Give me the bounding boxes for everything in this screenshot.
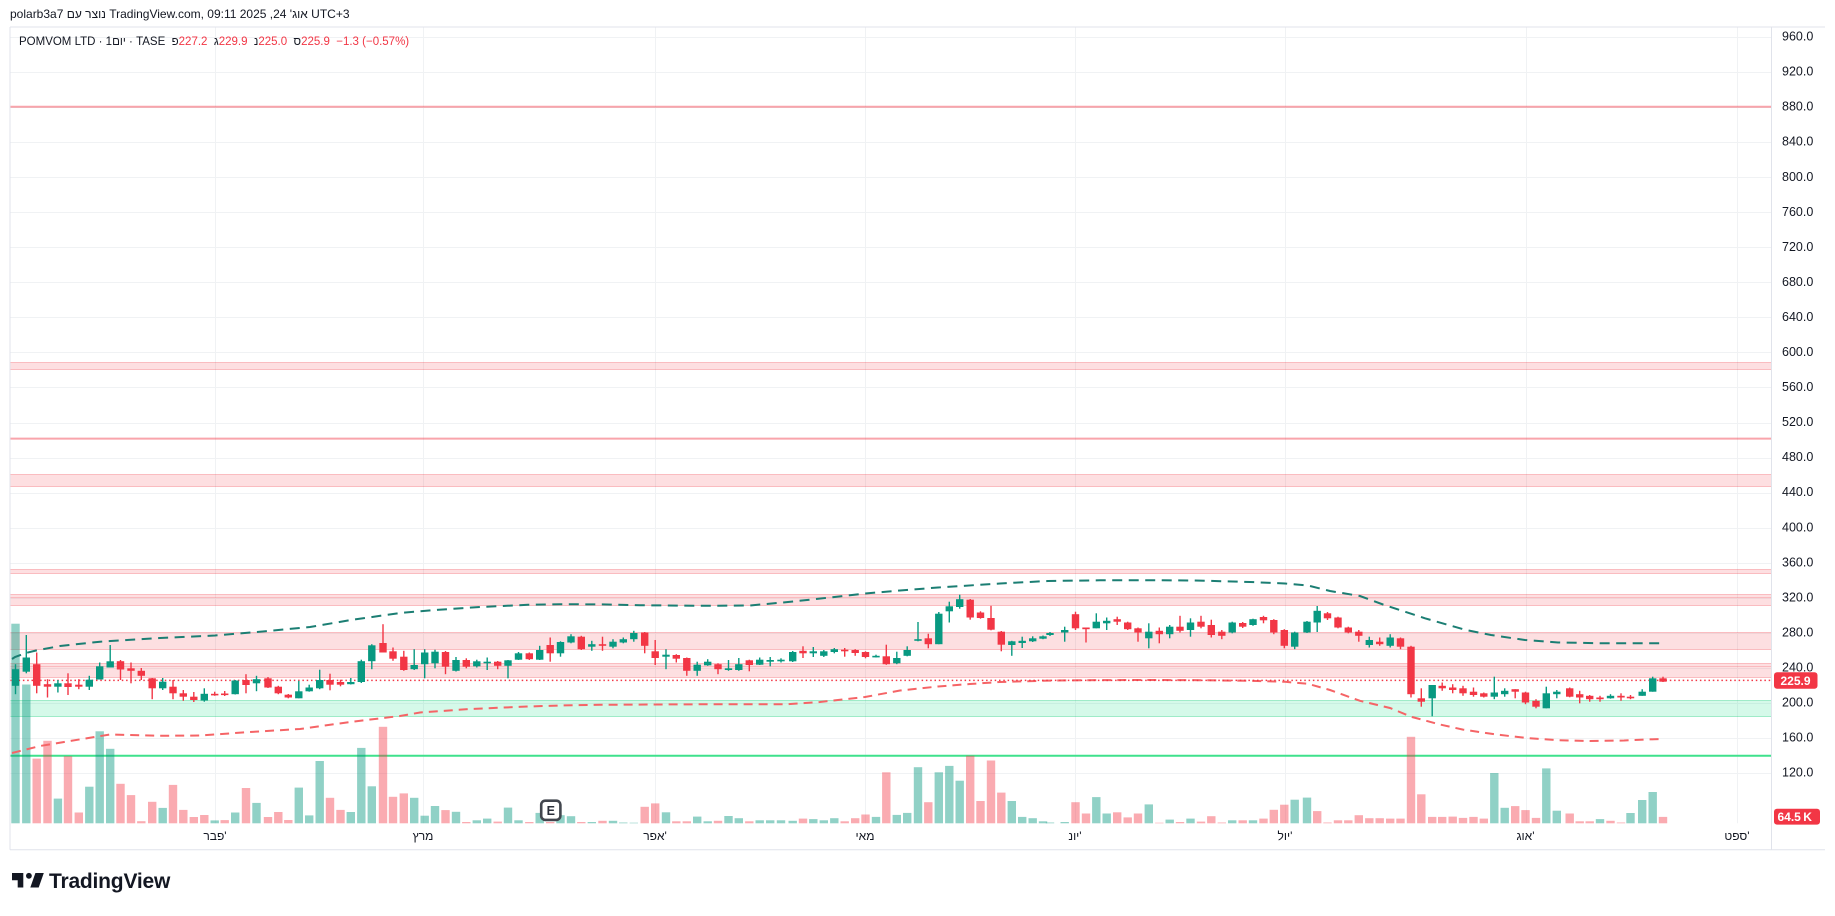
svg-text:560.0: 560.0 bbox=[1782, 380, 1813, 394]
svg-text:360.0: 360.0 bbox=[1782, 555, 1813, 569]
svg-text:960.0: 960.0 bbox=[1782, 30, 1813, 44]
svg-text:225.9: 225.9 bbox=[1781, 674, 1811, 688]
svg-text:160.0: 160.0 bbox=[1782, 731, 1813, 745]
svg-text:200.0: 200.0 bbox=[1782, 696, 1813, 710]
svg-text:520.0: 520.0 bbox=[1782, 415, 1813, 429]
svg-text:320.0: 320.0 bbox=[1782, 590, 1813, 604]
svg-text:680.0: 680.0 bbox=[1782, 275, 1813, 289]
svg-text:280.0: 280.0 bbox=[1782, 625, 1813, 639]
svg-text:880.0: 880.0 bbox=[1782, 100, 1813, 114]
svg-text:920.0: 920.0 bbox=[1782, 65, 1813, 79]
svg-text:400.0: 400.0 bbox=[1782, 520, 1813, 534]
svg-text:840.0: 840.0 bbox=[1782, 135, 1813, 149]
svg-text:TradingView: TradingView bbox=[49, 871, 171, 893]
svg-text:64.5 K: 64.5 K bbox=[1778, 810, 1813, 824]
svg-text:640.0: 640.0 bbox=[1782, 310, 1813, 324]
svg-text:760.0: 760.0 bbox=[1782, 205, 1813, 219]
svg-text:800.0: 800.0 bbox=[1782, 170, 1813, 184]
svg-text:120.0: 120.0 bbox=[1782, 766, 1813, 780]
svg-text:720.0: 720.0 bbox=[1782, 240, 1813, 254]
svg-text:240.0: 240.0 bbox=[1782, 660, 1813, 674]
svg-text:480.0: 480.0 bbox=[1782, 450, 1813, 464]
svg-text:600.0: 600.0 bbox=[1782, 345, 1813, 359]
svg-text:E: E bbox=[547, 804, 555, 818]
svg-text:440.0: 440.0 bbox=[1782, 485, 1813, 499]
